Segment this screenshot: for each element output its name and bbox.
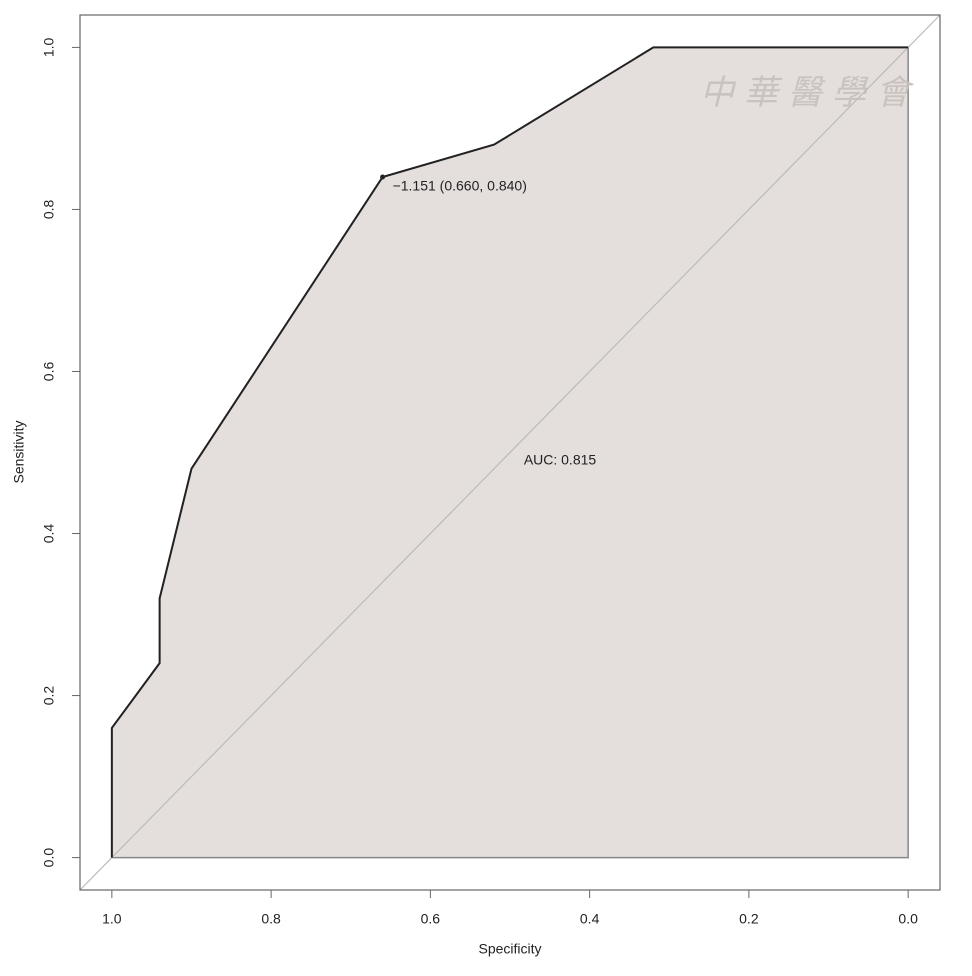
x-tick-label: 0.8: [261, 911, 281, 927]
y-tick-label: 0.0: [41, 848, 57, 868]
y-axis-label: Sensitivity: [11, 420, 27, 483]
roc-line: [110, 46, 909, 858]
y-tick-label: 0.2: [41, 686, 57, 706]
y-tick-label: 0.6: [41, 362, 57, 382]
y-tick-label: 0.4: [41, 524, 57, 544]
plot-frame: [79, 14, 941, 891]
watermark: 中華醫學會: [700, 73, 920, 113]
y-tick-label: 0.8: [41, 200, 57, 220]
x-tick-label: 0.4: [580, 911, 600, 927]
x-tick-label: 0.2: [739, 911, 759, 927]
threshold-label: −1.151 (0.660, 0.840): [393, 178, 527, 194]
x-axis-label: Specificity: [478, 941, 541, 957]
diagonal: [79, 14, 941, 891]
x-tick-label: 1.0: [102, 911, 122, 927]
auc-label: AUC: 0.815: [524, 452, 597, 468]
threshold-point: [380, 174, 386, 180]
x-tick-label: 0.0: [898, 911, 918, 927]
y-tick-label: 1.0: [41, 37, 57, 57]
x-tick-label: 0.6: [421, 911, 441, 927]
